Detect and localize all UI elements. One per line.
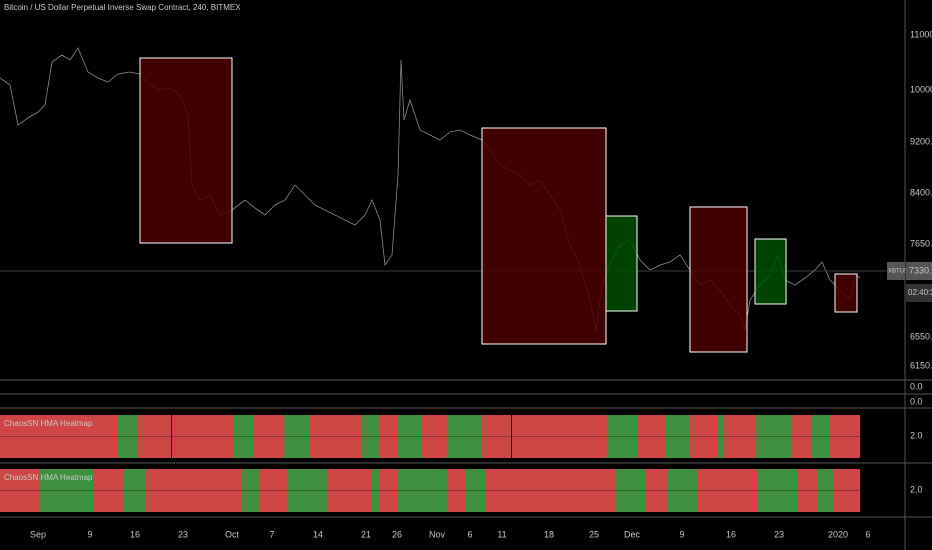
- time-label: 16: [726, 529, 736, 539]
- time-label: 18: [544, 529, 554, 539]
- heatmap-label: ChaosSN HMA Heatmap: [4, 473, 93, 482]
- heatmap-cell: [380, 469, 398, 512]
- heatmap-cell: [0, 415, 118, 458]
- heatmap-cell: [830, 415, 860, 458]
- heatmap-cell: [242, 469, 260, 512]
- heatmap-cell: [93, 469, 124, 512]
- heatmap-cell: [146, 469, 242, 512]
- heatmap-cell: [310, 415, 362, 458]
- price-label: 6550.0: [910, 331, 932, 341]
- time-label: 6: [865, 529, 870, 539]
- heatmap-cell: [723, 415, 755, 458]
- heatmap-cell: [398, 469, 447, 512]
- time-label: 2020: [828, 529, 848, 539]
- heatmap-cell: [645, 469, 668, 512]
- time-label: Dec: [624, 529, 641, 539]
- heatmap-cell: [398, 415, 422, 458]
- chart-title: Bitcoin / US Dollar Perpetual Inverse Sw…: [4, 3, 241, 12]
- heatmap-cell: [253, 415, 283, 458]
- heatmap-cell: [485, 469, 616, 512]
- heatmap-cell: [697, 469, 757, 512]
- price-label: 10000.0: [910, 84, 932, 94]
- heatmap-cell: [327, 469, 372, 512]
- heatmap-cell: [447, 469, 465, 512]
- last-price: 7330.0: [909, 265, 932, 275]
- heatmap-cell: [422, 415, 447, 458]
- time-label: 23: [178, 529, 188, 539]
- heatmap-cell: [447, 415, 482, 458]
- red-box: [689, 206, 748, 353]
- time-label: 26: [392, 529, 402, 539]
- panel-axis-label: 2.0: [910, 430, 923, 440]
- heatmap-cell: [380, 415, 398, 458]
- heatmap-cell: [260, 469, 287, 512]
- panel-axis-label: 2.0: [910, 484, 923, 494]
- heatmap-cell: [637, 415, 665, 458]
- red-box: [834, 273, 858, 313]
- time-label: Sep: [30, 529, 46, 539]
- red-box: [139, 57, 233, 244]
- time-label: 9: [679, 529, 684, 539]
- price-label: 6150.0: [910, 360, 932, 370]
- time-label: Nov: [429, 529, 446, 539]
- price-label: 9200.0: [910, 136, 932, 146]
- heatmap-cell: [482, 415, 511, 458]
- countdown-badge: [906, 284, 932, 302]
- heatmap-cell: [755, 415, 792, 458]
- time-label: 7: [269, 529, 274, 539]
- heatmap-cell: [172, 415, 233, 458]
- countdown: 02:40:33: [908, 288, 932, 297]
- heatmap-cell: [283, 415, 310, 458]
- time-label: 9: [87, 529, 92, 539]
- price-label: 8400.0: [910, 187, 932, 197]
- heatmap-cell: [757, 469, 797, 512]
- panel-axis-label: 0.0: [910, 396, 923, 406]
- heatmap-cell: [465, 469, 485, 512]
- symbol-badge: [887, 262, 905, 280]
- price-label: 7650.0: [910, 238, 932, 248]
- time-label: 21: [361, 529, 371, 539]
- heatmap-cell: [118, 415, 138, 458]
- heatmap-cell: [690, 415, 717, 458]
- heatmap-cell: [717, 415, 723, 458]
- heatmap-cell: [124, 469, 146, 512]
- heatmap-cell: [287, 469, 327, 512]
- heatmap-cell: [665, 415, 690, 458]
- price-label: 11000.0: [910, 29, 932, 39]
- heatmap-cell: [616, 469, 645, 512]
- panel-axis-label: 0.0: [910, 381, 923, 391]
- heatmap-cell: [40, 469, 93, 512]
- time-label: 25: [589, 529, 599, 539]
- heatmap-cell: [668, 469, 697, 512]
- heatmap-cell: [233, 415, 253, 458]
- red-box: [481, 127, 607, 345]
- heatmap-cell: [372, 469, 380, 512]
- heatmap-cell: [812, 415, 830, 458]
- heatmap-label: ChaosSN HMA Heatmap: [4, 419, 93, 428]
- time-label: Oct: [225, 529, 240, 539]
- green-box: [754, 238, 787, 305]
- heatmap-cell: [512, 415, 607, 458]
- heatmap-cell: [138, 415, 171, 458]
- heatmap-cell: [607, 415, 637, 458]
- heatmap-cell: [817, 469, 833, 512]
- time-label: 14: [313, 529, 323, 539]
- last-price-badge: [906, 262, 932, 280]
- heatmap-cell: [362, 415, 380, 458]
- heatmap-cell: [797, 469, 817, 512]
- heatmap-cell: [833, 469, 860, 512]
- time-label: 11: [497, 529, 506, 539]
- time-label: 23: [774, 529, 784, 539]
- green-box: [605, 215, 638, 312]
- time-label: 6: [467, 529, 472, 539]
- heatmaps: ChaosSN HMA Heatmap ChaosSN HMA Heatmap: [0, 415, 860, 512]
- heatmap-cell: [792, 415, 812, 458]
- time-axis: Sep 9 16 23 Oct 7 14 21 26 Nov 6 11 18 25 Dec 9 16 23 2020…: [30, 529, 871, 539]
- symbol: XBTUSD: [888, 269, 913, 275]
- time-label: 16: [130, 529, 140, 539]
- heatmap-cell: [0, 469, 40, 512]
